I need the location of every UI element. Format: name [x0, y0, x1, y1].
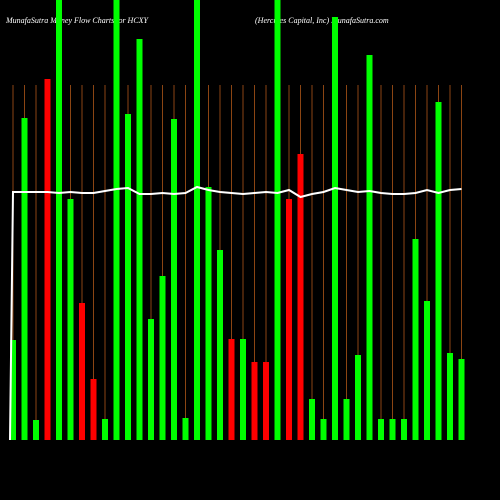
bar — [274, 0, 281, 440]
bar — [435, 102, 442, 440]
bar — [171, 119, 177, 440]
bar — [228, 339, 235, 440]
bar — [378, 419, 384, 440]
bar — [205, 187, 212, 440]
bar — [389, 419, 396, 440]
bar — [56, 0, 62, 440]
money-flow-line — [9, 185, 462, 441]
bar — [424, 301, 430, 440]
bar — [309, 399, 315, 440]
bar — [113, 0, 120, 440]
bar — [182, 418, 189, 440]
bar — [447, 353, 453, 440]
chart-title: MunafaSutra Money Flow Charts for HCXY — [5, 16, 150, 25]
bar — [217, 250, 223, 440]
bar — [125, 114, 131, 440]
bar — [366, 55, 373, 440]
bar — [159, 276, 166, 440]
bar — [458, 359, 465, 440]
bar — [102, 419, 108, 440]
bar — [355, 355, 361, 440]
bar — [79, 303, 85, 440]
bar — [297, 154, 304, 440]
bar — [320, 419, 327, 440]
bar — [148, 319, 154, 440]
bar — [10, 340, 16, 440]
chart-subtitle: (Hercules Capital, Inc) MunafaSutra.com — [255, 16, 389, 25]
bar — [240, 339, 246, 440]
bar — [90, 379, 97, 440]
bar — [33, 420, 39, 440]
bar — [67, 199, 74, 440]
bar — [263, 362, 269, 440]
bar — [412, 239, 419, 440]
bar — [194, 0, 200, 440]
bar — [286, 199, 292, 440]
bar — [21, 118, 28, 440]
bar — [44, 79, 51, 440]
bar — [332, 17, 338, 440]
bar — [251, 362, 258, 440]
bar — [136, 39, 143, 440]
bar — [343, 399, 350, 440]
bar — [401, 419, 407, 440]
